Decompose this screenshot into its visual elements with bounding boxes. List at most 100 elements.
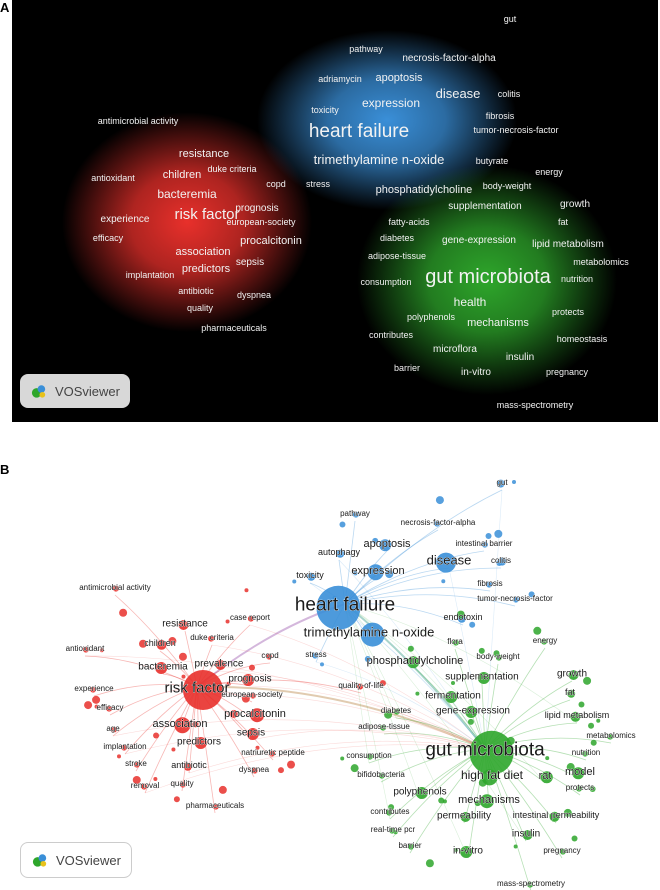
network-link [344, 603, 546, 784]
network-node-efficacy [106, 705, 113, 712]
network-node-quality [179, 781, 186, 788]
green-cluster-density [357, 165, 617, 395]
network-link [344, 603, 578, 724]
density-label-contributes: contributes [369, 330, 414, 340]
density-label-predictors: predictors [182, 263, 231, 275]
network-label-high-fat-diet: high fat diet [461, 768, 524, 782]
density-label-stress: stress [306, 179, 331, 189]
network-node-stroke [133, 761, 140, 768]
network-link [188, 740, 486, 774]
network-node-minor [292, 579, 297, 584]
network-label-barrier: barrier [398, 841, 421, 850]
network-node-minor [192, 721, 199, 728]
network-node-model [572, 767, 585, 780]
vosviewer-badge-b: VOSviewer [20, 842, 132, 878]
network-map: gut pathway necrosis-factor-alpha autophagy… [65, 477, 636, 890]
network-node-minor [248, 664, 255, 671]
network-label-bacteremia: bacteremia [138, 662, 188, 673]
network-node-minor [287, 760, 296, 769]
network-node-fat [567, 689, 576, 698]
network-labels: gut pathway necrosis-factor-alpha autophagy… [65, 477, 636, 888]
network-node-autophagy [336, 549, 345, 558]
network-node-minor [139, 639, 148, 648]
density-label-experience: experience [101, 214, 150, 225]
network-label-adipose-tissue: adipose-tissue [358, 722, 410, 731]
network-node-removal [141, 783, 148, 790]
network-node-diabetes [393, 708, 400, 715]
network-link [344, 567, 502, 605]
network-link [344, 603, 469, 859]
network-node-risk-factor [183, 670, 223, 710]
network-node-minor [153, 732, 160, 739]
network-link [249, 685, 486, 750]
network-label-phosphatidylcholine: phosphatidylcholine [367, 655, 464, 667]
network-label-growth: growth [557, 669, 587, 680]
network-node-consumption [366, 753, 373, 760]
network-node-minor [339, 521, 346, 528]
network-label-diabetes: diabetes [381, 706, 411, 715]
network-node-intestinal-barrier [481, 541, 488, 548]
vosviewer-logo-icon [31, 385, 46, 398]
network-link [344, 603, 486, 750]
network-node-minor [385, 570, 394, 579]
network-node-natriuretic-peptide [269, 750, 276, 757]
blue-cluster-density [257, 30, 517, 210]
density-label-adriamycin: adriamycin [318, 74, 362, 84]
density-label-body-weight: body-weight [483, 181, 532, 191]
network-label-disease: disease [427, 553, 472, 568]
network-label-fibrosis: fibrosis [477, 579, 502, 588]
network-label-heart-failure: heart failure [295, 595, 395, 616]
density-map-panel: gut pathway necrosis-factor-alpha adriamyci… [12, 0, 658, 422]
density-label-diabetes: diabetes [380, 233, 415, 243]
network-label-antimicrobial-activity: antimicrobial activity [79, 583, 151, 592]
network-node-minor [425, 859, 434, 868]
network-node-heart-failure [316, 585, 361, 630]
network-label-prognosis: prognosis [228, 674, 271, 685]
network-node-minor [478, 647, 485, 654]
network-node-toxicity [307, 572, 316, 581]
network-label-supplementation: supplementation [445, 672, 518, 683]
density-label-in-vitro: in-vitro [461, 367, 491, 378]
network-node-minor [340, 756, 345, 761]
network-node-minor [435, 496, 444, 505]
density-label-copd: copd [266, 179, 286, 189]
network-node-minor [493, 650, 500, 657]
network-node-antimicrobial-activity [112, 585, 119, 592]
vosviewer-watermark: VOSviewer [54, 383, 120, 399]
network-link [218, 670, 486, 750]
density-label-growth: growth [560, 199, 590, 210]
density-label-energy: energy [535, 167, 563, 177]
network-node-minor [320, 662, 324, 667]
network-node-minor [467, 718, 474, 725]
network-node-contributes [386, 809, 393, 816]
network-node-minor [571, 835, 578, 842]
density-label-homeostasis: homeostasis [557, 334, 608, 344]
network-label-age: age [106, 724, 120, 733]
density-label-consumption: consumption [360, 277, 411, 287]
network-node-minor [117, 754, 121, 759]
network-link [344, 611, 486, 750]
network-node-prevalence [215, 660, 226, 670]
network-label-stress: stress [305, 650, 326, 659]
network-label-pharmaceuticals: pharmaceuticals [186, 801, 244, 810]
density-label-adipose-tissue: adipose-tissue [368, 251, 426, 261]
network-map-panel: gut pathway necrosis-factor-alpha autophagy… [12, 430, 658, 890]
network-node-prognosis [242, 674, 255, 686]
network-label-mass-spectrometry: mass-spectrometry [497, 879, 565, 888]
network-label-implantation: implantation [103, 742, 146, 751]
network-node-children [156, 639, 167, 650]
network-node-minor [588, 722, 595, 729]
network-node-minor [332, 596, 337, 600]
panel-b-label: B [0, 462, 10, 477]
density-label-colitis: colitis [498, 89, 521, 99]
network-label-energy: energy [533, 636, 557, 645]
network-nodes [82, 479, 614, 888]
network-node-nutrition [582, 750, 589, 757]
network-label-flora: flora [447, 637, 463, 646]
network-link [250, 729, 486, 750]
density-label-prognosis: prognosis [235, 203, 278, 214]
red-cluster-density [62, 112, 312, 332]
network-node-polyphenols [415, 787, 428, 799]
network-node-minor [441, 579, 446, 584]
network-node-minor [218, 785, 227, 794]
